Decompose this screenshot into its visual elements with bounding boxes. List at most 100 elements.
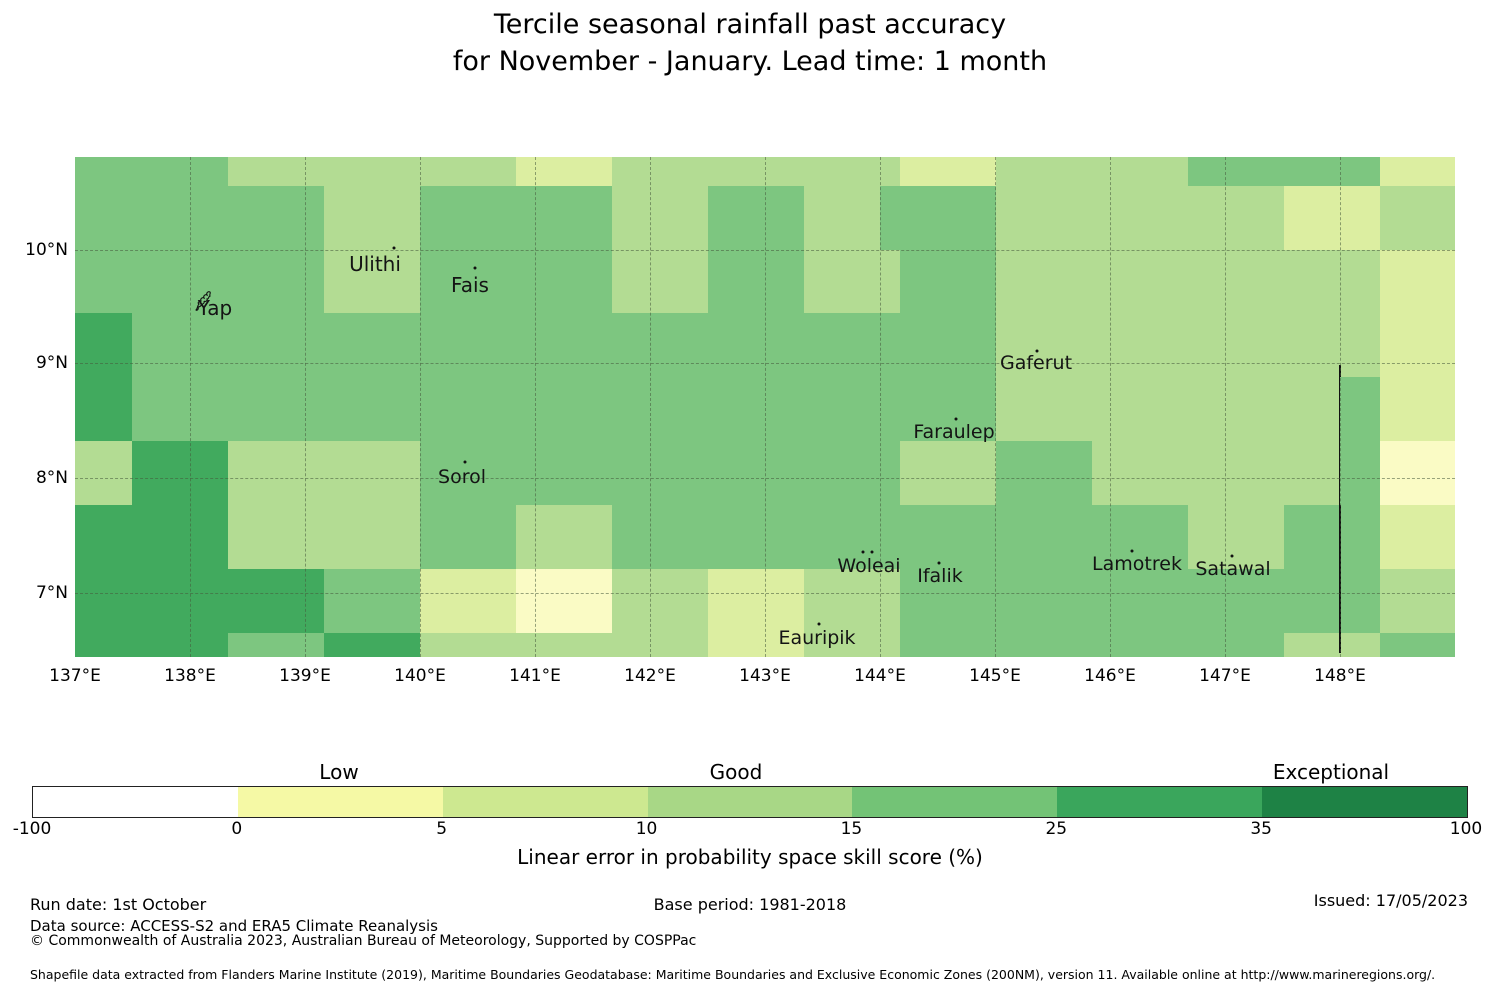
island-marker-dot bbox=[817, 622, 821, 626]
map-cell bbox=[708, 186, 804, 250]
island-label: Eauripik bbox=[778, 627, 856, 649]
map-cell bbox=[996, 569, 1092, 633]
map-cell bbox=[1380, 569, 1455, 633]
longitude-gridline bbox=[420, 157, 421, 657]
y-tick-label: 7°N bbox=[35, 583, 68, 603]
colorbar-segment bbox=[33, 787, 238, 817]
map-cell bbox=[75, 505, 132, 569]
map-cell bbox=[324, 377, 420, 441]
colorbar-tick-label: 10 bbox=[635, 819, 658, 839]
map-cell bbox=[996, 441, 1092, 505]
map-cell bbox=[1092, 250, 1188, 313]
island-marker-dot bbox=[1230, 554, 1234, 558]
island-marker-dot bbox=[473, 266, 477, 270]
map-cell bbox=[708, 377, 804, 441]
latitude-gridline bbox=[75, 593, 1455, 594]
map-cell bbox=[75, 633, 132, 657]
map-cell bbox=[324, 505, 420, 569]
map-cell bbox=[804, 441, 900, 505]
map-cell bbox=[900, 441, 996, 505]
map-cell bbox=[1380, 633, 1455, 657]
x-tick-label: 140°E bbox=[394, 666, 446, 686]
colorbar-tick-label: 35 bbox=[1250, 819, 1272, 839]
colorbar-segment bbox=[852, 787, 1058, 817]
map-cell bbox=[420, 633, 516, 657]
longitude-gridline bbox=[995, 157, 996, 657]
map-cell bbox=[804, 505, 900, 569]
base-period-text: Base period: 1981-2018 bbox=[653, 895, 847, 914]
x-tick-label: 139°E bbox=[279, 666, 331, 686]
island-marker-dot bbox=[954, 417, 958, 421]
map-cell bbox=[132, 633, 228, 657]
colorbar-band-label-low: Low bbox=[319, 760, 359, 784]
map-cell bbox=[516, 441, 612, 505]
map-cell bbox=[1092, 157, 1188, 186]
x-tick-label: 147°E bbox=[1199, 666, 1251, 686]
yap-island-outline-icon bbox=[195, 291, 211, 311]
map-cell bbox=[1284, 505, 1380, 569]
map-cell bbox=[612, 569, 708, 633]
issued-date-text: Issued: 17/05/2023 bbox=[1313, 891, 1468, 910]
island-marker-dot bbox=[1130, 549, 1134, 553]
colorbar-segment bbox=[1262, 787, 1468, 817]
map-cell bbox=[996, 505, 1092, 569]
map-cell bbox=[612, 633, 708, 657]
longitude-gridline bbox=[880, 157, 881, 657]
map-cell bbox=[75, 186, 132, 250]
map-cell bbox=[1092, 633, 1188, 657]
map-cell bbox=[996, 157, 1092, 186]
map-cell bbox=[132, 157, 228, 186]
map-cell bbox=[708, 441, 804, 505]
map-cell bbox=[516, 377, 612, 441]
map-cell bbox=[1092, 505, 1188, 569]
map-cell bbox=[324, 313, 420, 377]
island-label: Woleai bbox=[837, 555, 901, 577]
y-tick-label: 8°N bbox=[35, 468, 68, 488]
map-cell bbox=[708, 313, 804, 377]
map-cell bbox=[1340, 441, 1380, 505]
island-label: Fais bbox=[451, 273, 489, 297]
x-tick-label: 142°E bbox=[624, 666, 676, 686]
map-cell bbox=[324, 186, 420, 250]
map-cell bbox=[1340, 377, 1380, 441]
map-cell bbox=[228, 569, 324, 633]
x-tick-label: 145°E bbox=[969, 666, 1021, 686]
rainfall-accuracy-map: Yap Ulithi Fais Sorol Gaferut Faraulep Woleai I… bbox=[75, 157, 1455, 657]
longitude-gridline bbox=[190, 157, 191, 657]
map-cell bbox=[132, 250, 228, 313]
longitude-gridline bbox=[1340, 157, 1341, 657]
map-cell bbox=[996, 633, 1092, 657]
map-cell bbox=[1188, 505, 1284, 569]
chart-title-line2: for November - January. Lead time: 1 mon… bbox=[452, 46, 1048, 77]
latitude-gridline bbox=[75, 250, 1455, 251]
map-cell bbox=[228, 633, 324, 657]
map-cell bbox=[420, 377, 516, 441]
x-tick-label: 138°E bbox=[164, 666, 216, 686]
latitude-gridline bbox=[75, 363, 1455, 364]
colorbar-segment bbox=[237, 787, 443, 817]
x-tick-label: 143°E bbox=[739, 666, 791, 686]
latitude-gridline bbox=[75, 478, 1455, 479]
map-cell bbox=[1092, 377, 1188, 441]
map-cell bbox=[228, 186, 324, 250]
colorbar-tick-label: -100 bbox=[12, 819, 52, 839]
map-cell bbox=[516, 250, 612, 313]
map-cell bbox=[75, 441, 132, 505]
chart-title-line1: Tercile seasonal rainfall past accuracy bbox=[493, 9, 1007, 40]
data-source-text: Data source: ACCESS-S2 and ERA5 Climate … bbox=[30, 917, 438, 935]
map-cell bbox=[1380, 157, 1455, 186]
map-cell bbox=[516, 633, 612, 657]
map-cell bbox=[804, 313, 900, 377]
map-cell bbox=[75, 313, 132, 377]
map-cell bbox=[132, 186, 228, 250]
map-cell bbox=[132, 377, 228, 441]
x-tick-label: 148°E bbox=[1314, 666, 1366, 686]
map-cell bbox=[804, 250, 900, 313]
island-label: Lamotrek bbox=[1092, 553, 1182, 575]
map-cell bbox=[324, 633, 420, 657]
map-cell bbox=[1188, 377, 1284, 441]
map-cell bbox=[1188, 250, 1284, 313]
map-cell bbox=[228, 157, 324, 186]
map-cell bbox=[420, 569, 516, 633]
map-cell bbox=[996, 186, 1092, 250]
